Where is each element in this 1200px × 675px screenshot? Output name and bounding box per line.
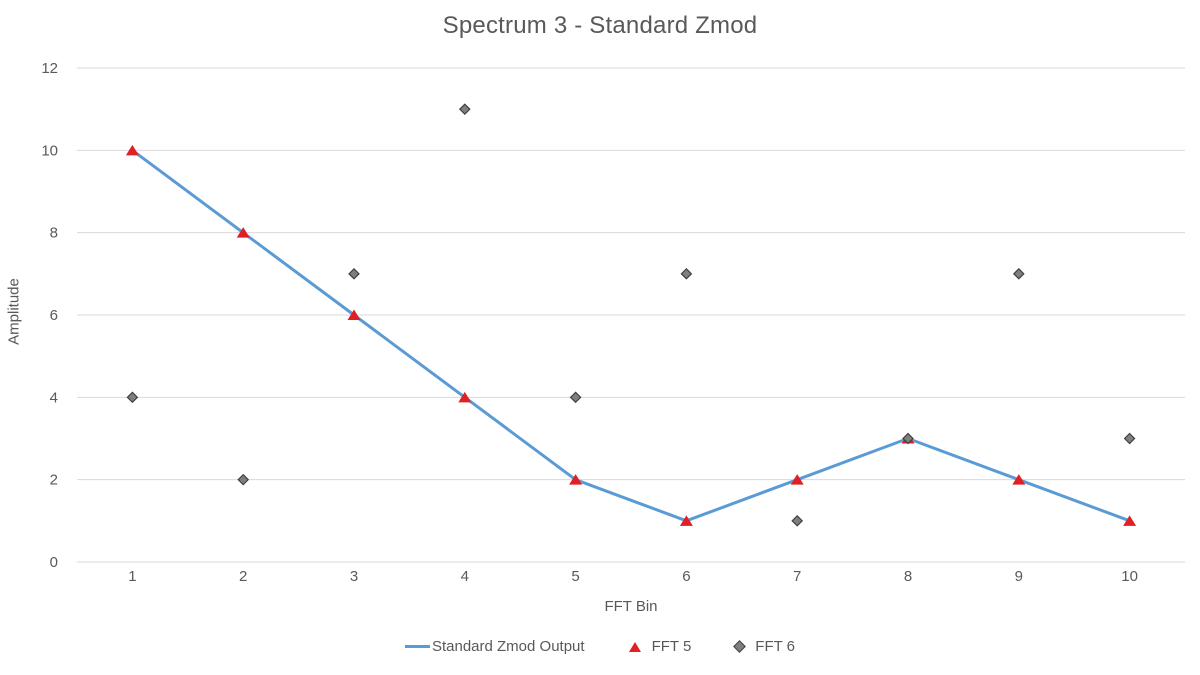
y-tick-labels: 0 2 4 6 8 10 12 <box>41 60 58 571</box>
x-tick-label: 6 <box>682 568 690 585</box>
y-tick-label: 2 <box>50 472 58 489</box>
legend-label: FFT 5 <box>651 638 692 655</box>
series-markers-fft6 <box>126 103 1136 527</box>
series-line-standard-zmod-output <box>130 148 1132 523</box>
triangle-data-point <box>458 391 472 403</box>
x-tick-label: 10 <box>1121 568 1138 585</box>
diamond-data-point <box>1012 267 1025 280</box>
diamond-data-point <box>126 391 139 404</box>
triangle-data-point <box>347 309 361 320</box>
triangle-data-point <box>679 515 693 526</box>
legend-label: Standard Zmod Output <box>431 638 585 655</box>
x-tick-labels: 1 2 3 4 5 6 7 8 9 10 <box>128 568 1138 585</box>
triangle-marker-icon <box>628 641 641 652</box>
gridlines <box>77 67 1185 563</box>
legend-item-fft6: FFT 6 <box>733 638 796 655</box>
diamond-data-point <box>902 432 914 445</box>
line-path <box>130 148 1132 523</box>
triangle-data-point <box>1123 515 1137 526</box>
diamond-data-point <box>791 514 804 527</box>
triangle-data-point <box>1012 474 1026 485</box>
y-tick-label: 4 <box>50 389 58 406</box>
series-markers-fft5 <box>125 144 1137 526</box>
y-axis-title: Amplitude <box>5 278 23 345</box>
legend-item-fft5: FFT 5 <box>628 638 692 655</box>
diamond-data-point <box>458 103 471 116</box>
y-tick-label: 12 <box>41 60 58 77</box>
triangle-data-point <box>569 474 583 485</box>
y-tick-label: 0 <box>50 554 58 571</box>
diamond-data-point <box>1123 432 1136 445</box>
triangle-data-point <box>236 227 250 238</box>
legend-item-standard-zmod-output: Standard Zmod Output <box>404 638 585 655</box>
legend: Standard Zmod Output FFT 5 FFT 6 <box>0 638 1200 655</box>
triangle-data-point <box>125 144 139 156</box>
x-tick-label: 7 <box>793 568 801 585</box>
x-axis-title: FFT Bin <box>604 598 658 615</box>
y-tick-label: 10 <box>41 142 58 159</box>
x-tick-label: 5 <box>571 568 579 585</box>
y-tick-label: 6 <box>50 307 58 324</box>
x-tick-label: 4 <box>461 568 469 585</box>
diamond-marker-icon <box>733 640 747 653</box>
x-tick-label: 2 <box>239 568 247 585</box>
triangle-data-point <box>790 474 804 485</box>
legend-label: FFT 6 <box>755 638 796 655</box>
x-tick-label: 9 <box>1015 568 1023 585</box>
chart-title: Spectrum 3 - Standard Zmod <box>442 12 758 39</box>
diamond-data-point <box>348 267 360 280</box>
x-tick-label: 3 <box>350 568 358 585</box>
x-tick-label: 1 <box>128 568 136 585</box>
diamond-data-point <box>569 391 582 404</box>
x-tick-label: 8 <box>904 568 912 585</box>
y-tick-label: 8 <box>50 225 58 242</box>
line-swatch-icon <box>404 645 430 648</box>
diamond-data-point <box>237 473 250 486</box>
diamond-data-point <box>680 267 693 280</box>
